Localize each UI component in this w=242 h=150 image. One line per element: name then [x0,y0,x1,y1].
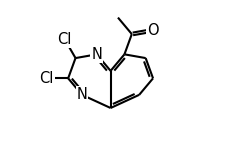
Text: O: O [147,23,159,38]
Text: N: N [76,87,87,102]
Text: Cl: Cl [39,71,54,86]
Text: Cl: Cl [58,32,72,47]
Text: N: N [91,47,102,62]
